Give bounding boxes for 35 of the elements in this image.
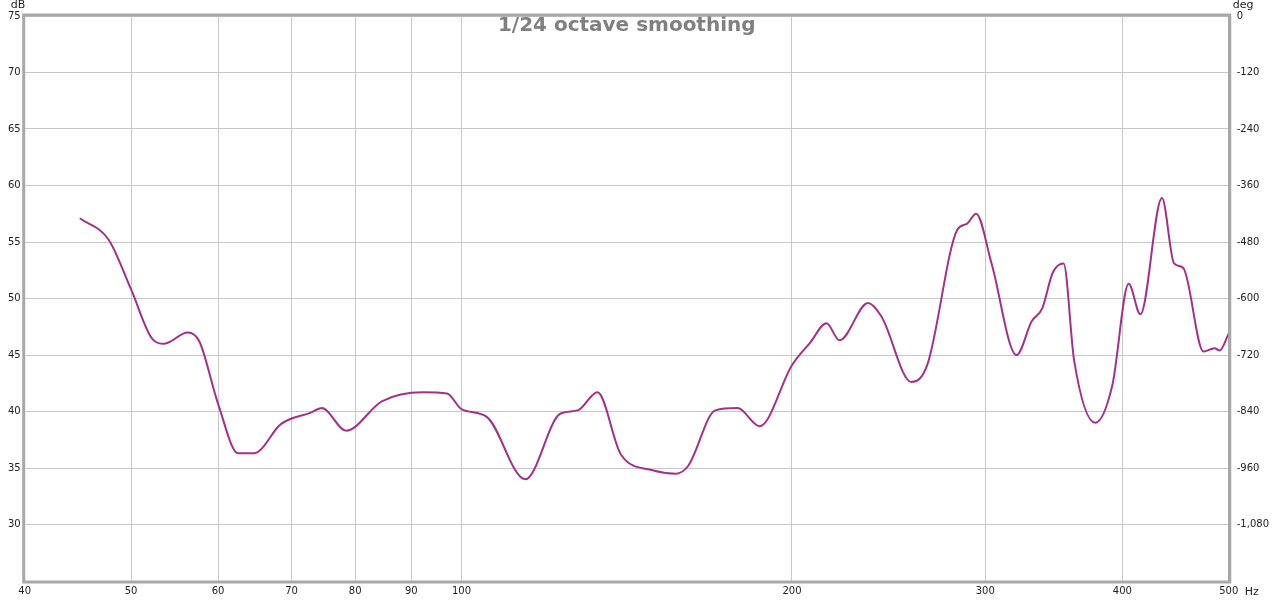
- x-tick-label: 80: [348, 584, 362, 596]
- chart-title: 1/24 octave smoothing: [497, 12, 756, 37]
- y-tick-label: 40: [7, 405, 21, 417]
- y-tick-label: 30: [7, 518, 21, 530]
- y2-tick-label: -1,080: [1236, 518, 1270, 530]
- y-tick-label: 55: [7, 235, 21, 247]
- y-tick-label: 70: [7, 66, 21, 78]
- y2-tick-label: -120: [1236, 66, 1260, 78]
- x-tick-label: 40: [18, 584, 32, 596]
- x-tick-label: 300: [975, 584, 995, 596]
- x-tick-label: 200: [782, 584, 802, 596]
- y-tick-label: 65: [7, 122, 21, 134]
- x-tick-label: 400: [1112, 584, 1132, 596]
- x-tick-label: 90: [404, 584, 418, 596]
- y2-tick-label: -840: [1236, 405, 1260, 417]
- y-tick-label: 45: [7, 348, 21, 360]
- y-tick-label: 60: [7, 179, 21, 191]
- y-tick-label: 35: [7, 461, 21, 473]
- x-tick-label: 70: [285, 584, 298, 596]
- y2-tick-label: -600: [1236, 292, 1260, 304]
- y2-tick-label: 0: [1236, 9, 1244, 21]
- x-tick-label: 60: [211, 584, 225, 596]
- y2-tick-label: -960: [1236, 461, 1260, 473]
- x-tick-label: 100: [451, 584, 472, 596]
- y-axis-title: dB: [10, 0, 26, 12]
- y2-axis-title: deg: [1232, 0, 1254, 12]
- x-tick-label: 50: [124, 584, 138, 596]
- y2-tick-label: -360: [1236, 179, 1260, 191]
- y2-tick-label: -720: [1236, 348, 1260, 360]
- y-tick-label: 50: [7, 292, 21, 304]
- y2-tick-label: -480: [1236, 235, 1260, 247]
- x-tick-label: 500: [1219, 584, 1239, 596]
- y-tick-label: 75: [7, 9, 21, 21]
- x-axis-title: Hz: [1244, 585, 1260, 599]
- y2-tick-label: -240: [1236, 122, 1260, 134]
